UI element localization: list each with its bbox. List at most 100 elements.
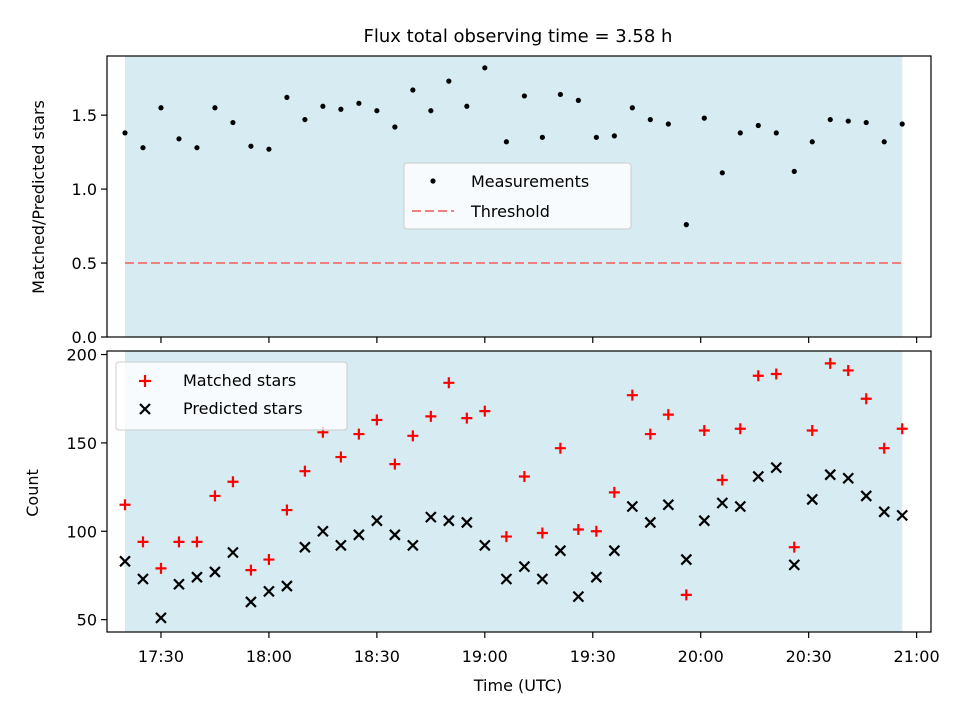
matched-point (770, 368, 782, 380)
legend-measurements-label: Measurements (471, 172, 589, 191)
predicted-point (518, 560, 531, 573)
predicted-point (281, 580, 293, 592)
count-y-ticks: 50 100 150 200 (66, 346, 107, 630)
measurement-point (701, 115, 707, 121)
measurement-point (647, 116, 653, 123)
matched-point (572, 523, 584, 535)
matched-point (698, 425, 710, 437)
measurement-point (140, 145, 146, 151)
predicted-point (353, 529, 365, 541)
measurement-point (428, 108, 434, 114)
matched-point (860, 393, 872, 405)
matched-point (680, 589, 692, 601)
predicted-point (536, 573, 549, 585)
predicted-point (227, 546, 239, 559)
measurement-point (899, 121, 905, 127)
measurement-point (683, 222, 689, 228)
measurement-point (446, 78, 452, 84)
matched-point (788, 541, 800, 553)
predicted-point (608, 544, 621, 557)
measurement-point (773, 130, 779, 136)
predicted-point (806, 493, 819, 506)
predicted-point (788, 559, 801, 571)
predicted-point (335, 539, 347, 552)
legend-matched-marker (139, 375, 151, 387)
count-panel: 50 100 150 200 17:30 18:00 18:30 19:00 19:30 20:… (23, 346, 940, 695)
predicted-point (137, 573, 149, 585)
x-tick-label: 18:00 (246, 647, 292, 666)
measurement-point (845, 118, 851, 124)
y-tick-label: 1.5 (72, 106, 97, 125)
measurement-point (212, 105, 218, 111)
ratio-x-ticks (160, 337, 918, 343)
matched-point (155, 562, 167, 574)
predicted-point (119, 555, 131, 568)
predicted-point (461, 516, 473, 529)
x-tick-label: 19:00 (462, 647, 508, 666)
measurement-point (881, 139, 887, 145)
measurement-point (122, 130, 128, 136)
y-tick-label: 1.0 (72, 180, 97, 199)
y-tick-label: 0.0 (72, 328, 97, 347)
predicted-point (317, 525, 329, 538)
measurement-point (464, 103, 470, 109)
matched-point (353, 428, 365, 440)
matched-point (335, 451, 347, 463)
ratio-panel: 0.0 0.5 1.0 1.5 Matched/Predicted stars Mea… (29, 55, 932, 347)
predicted-point (173, 578, 185, 591)
matched-point (461, 412, 473, 424)
measurement-point (719, 170, 725, 176)
measurement-point (755, 122, 761, 129)
measurement-point (482, 65, 488, 71)
matched-point (896, 423, 908, 435)
predicted-point (626, 500, 639, 513)
matched-point (389, 458, 401, 470)
measurement-point (557, 91, 563, 98)
measurement-point (392, 124, 398, 130)
x-tick-label: 18:30 (354, 647, 400, 666)
x-axis-label: Time (UTC) (473, 676, 562, 695)
measurement-point (611, 133, 617, 139)
measurement-point (374, 108, 380, 114)
predicted-point (662, 498, 675, 511)
matched-point (626, 389, 638, 401)
predicted-point (299, 541, 311, 553)
matched-point (137, 536, 149, 548)
predicted-point (824, 468, 837, 481)
legend-measurements-marker (430, 178, 436, 184)
measurement-point (665, 121, 671, 127)
y-tick-label: 50 (77, 611, 97, 630)
matched-point (227, 476, 239, 488)
predicted-point (263, 585, 275, 598)
matched-point (119, 499, 131, 511)
count-y-axis-label: Count (23, 469, 42, 517)
ratio-y-axis-label: Matched/Predicted stars (29, 100, 48, 294)
matched-point (806, 425, 818, 437)
matched-point (479, 405, 491, 417)
matched-point (590, 525, 602, 537)
measurement-point (521, 93, 527, 99)
matched-point (662, 409, 674, 421)
predicted-point (371, 514, 383, 527)
chart-title: Flux total observing time = 3.58 h (364, 26, 673, 47)
measurement-point (809, 139, 815, 145)
matched-point (263, 554, 275, 566)
measurement-point (863, 119, 869, 126)
measurement-point (302, 116, 308, 123)
predicted-point (407, 539, 419, 552)
matched-point (425, 410, 437, 422)
measurement-point (248, 143, 254, 149)
measurement-point (320, 103, 326, 109)
predicted-point (479, 539, 491, 552)
predicted-point (443, 514, 455, 527)
legend-predicted-marker (139, 403, 151, 415)
measurement-point (410, 87, 416, 93)
predicted-point (554, 544, 567, 557)
predicted-point (590, 571, 603, 583)
matched-point (842, 364, 854, 376)
predicted-point (860, 490, 873, 502)
measurement-point (593, 134, 599, 140)
measurement-point (737, 130, 743, 136)
measurement-point (356, 100, 362, 106)
predicted-point (896, 509, 908, 522)
